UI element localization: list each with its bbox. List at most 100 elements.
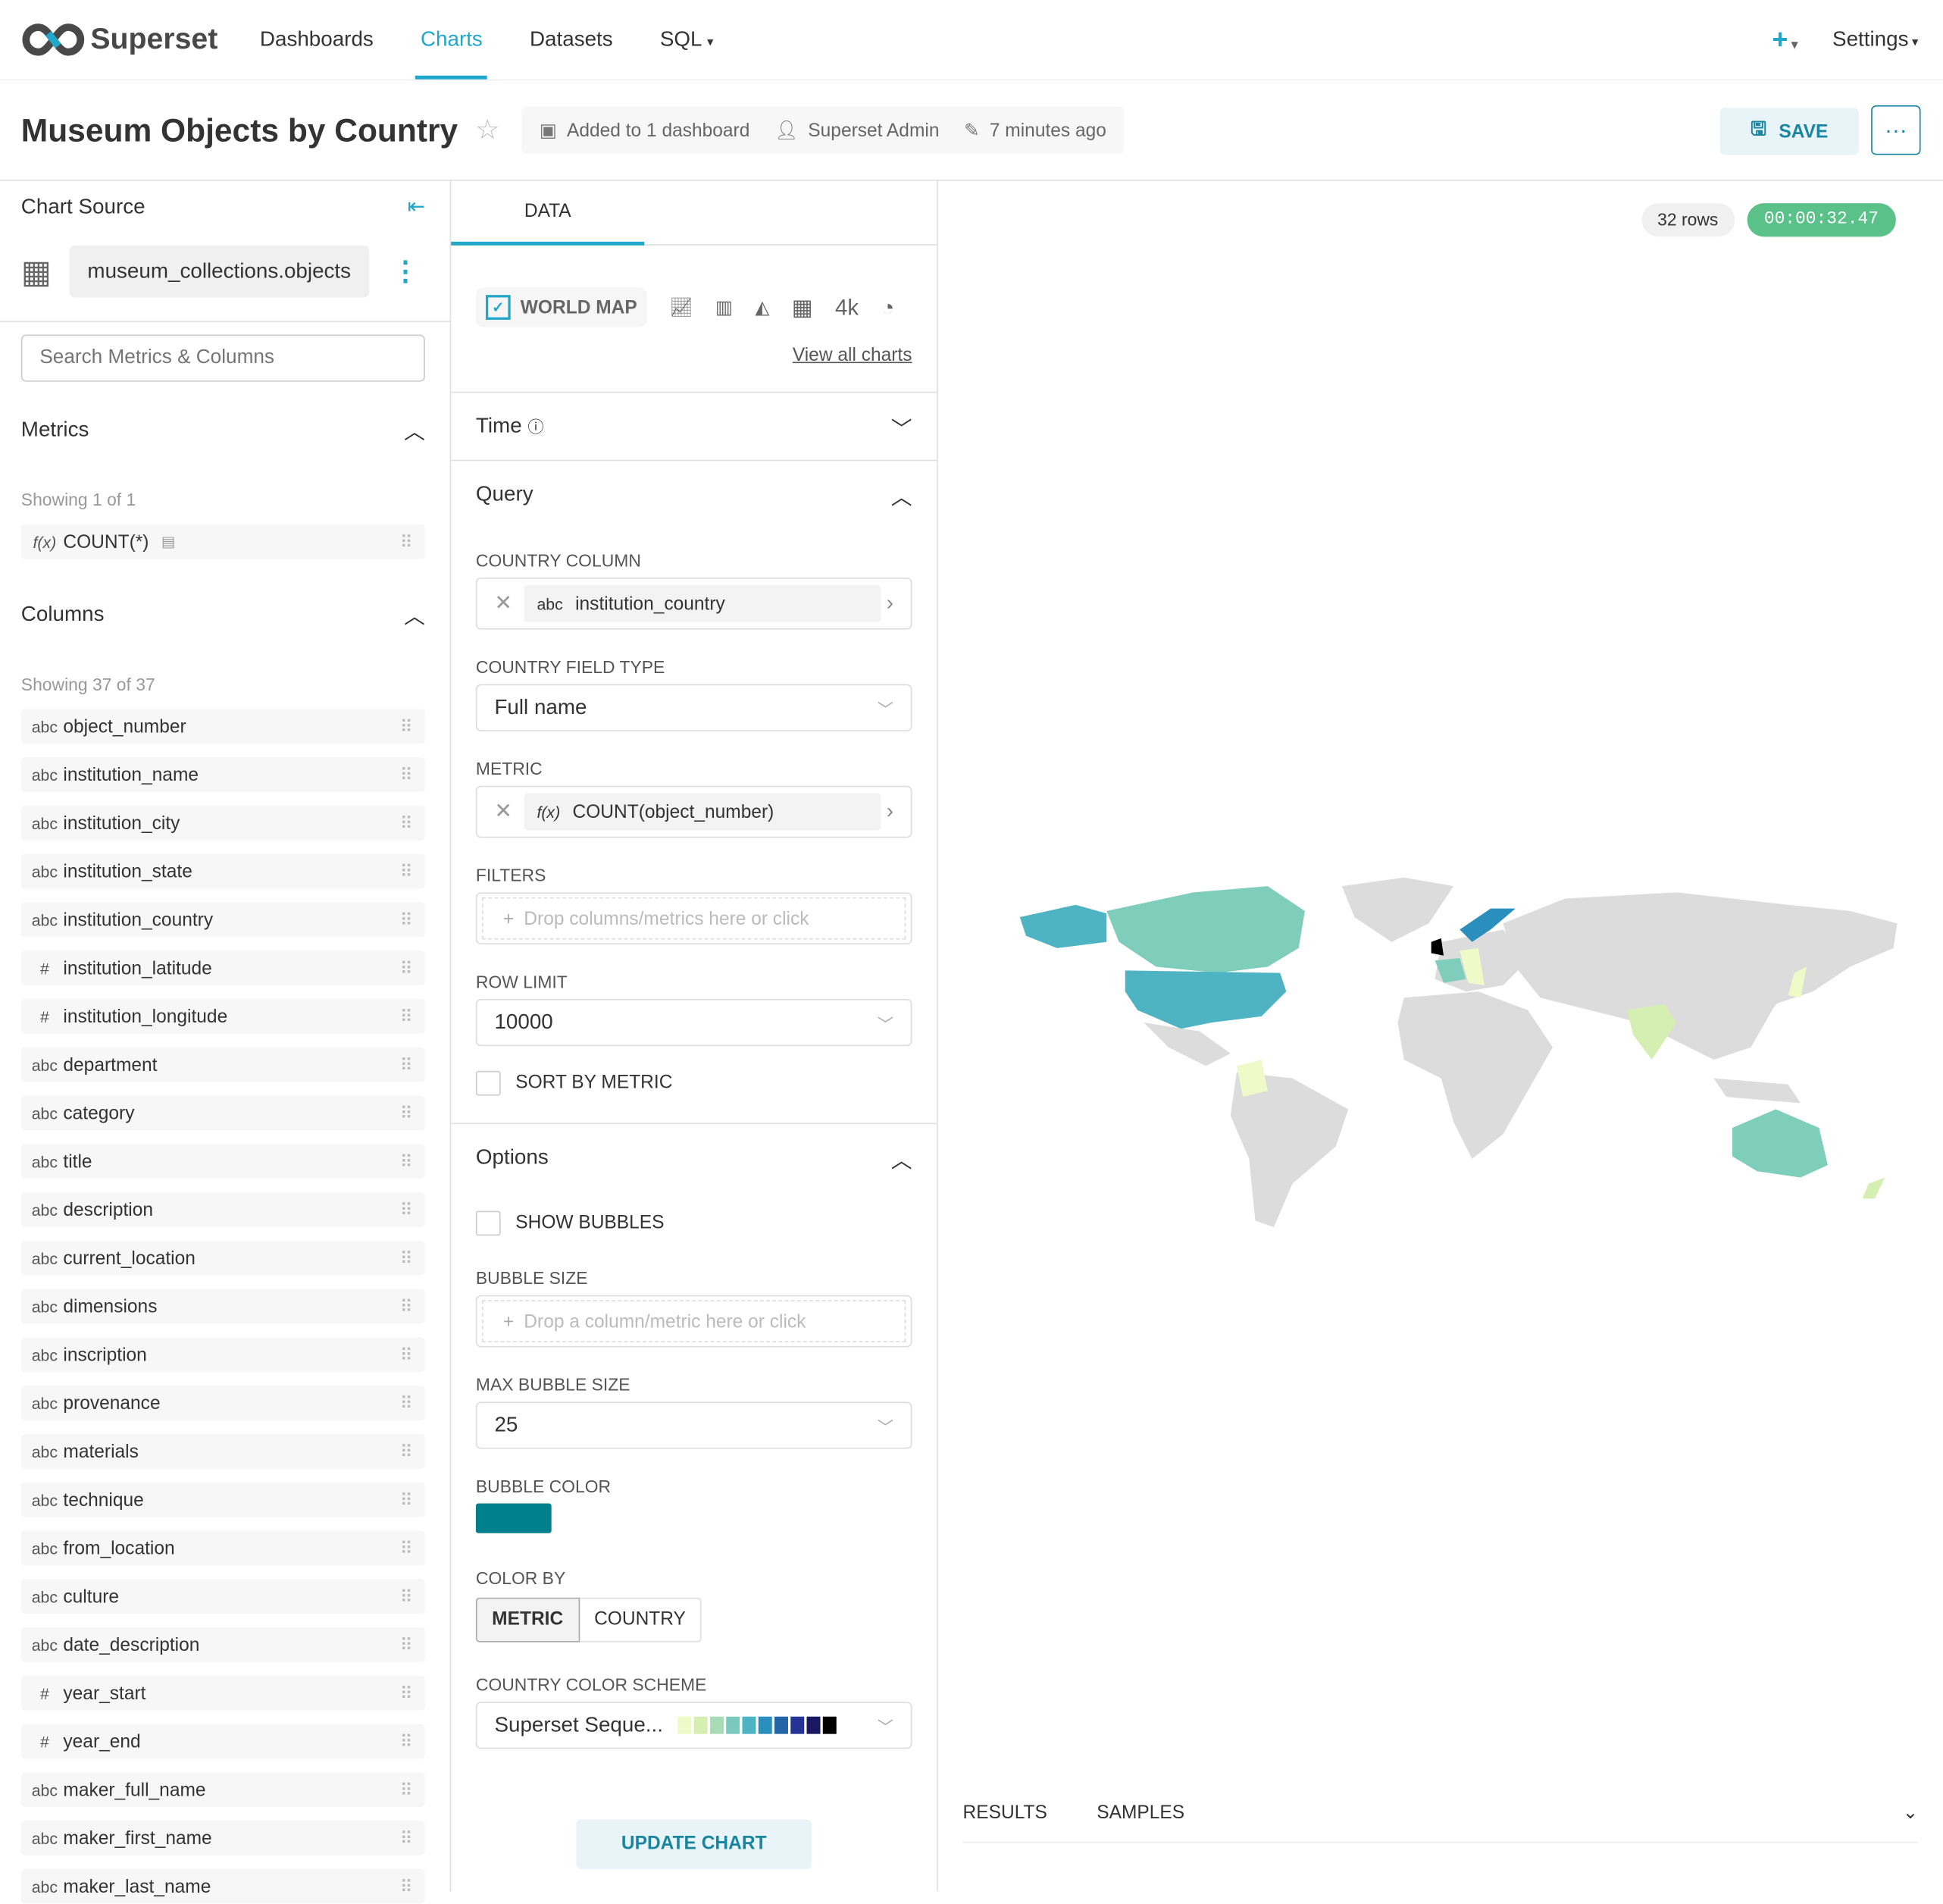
column-item[interactable]: abc object_number ⠿ — [20, 709, 425, 744]
remove-icon[interactable]: ✕ — [494, 799, 512, 823]
column-item[interactable]: abc provenance ⠿ — [20, 1386, 425, 1420]
column-item[interactable]: abc maker_full_name ⠿ — [20, 1772, 425, 1808]
big-number-icon[interactable]: 4k — [835, 294, 859, 320]
column-item[interactable]: abc institution_state ⠿ — [20, 853, 425, 889]
show-bubbles-checkbox[interactable]: SHOW BUBBLES — [475, 1210, 912, 1236]
new-menu[interactable]: + ▾ — [1772, 23, 1798, 56]
metrics-header[interactable]: Metrics ︿ — [0, 414, 450, 445]
column-item[interactable]: abc title ⠿ — [20, 1144, 425, 1179]
collapse-icon[interactable]: ⇤ — [407, 194, 425, 218]
drag-handle-icon[interactable]: ⠿ — [399, 1440, 413, 1461]
drag-handle-icon[interactable]: ⠿ — [399, 1151, 413, 1171]
tab-results[interactable]: RESULTS — [962, 1801, 1047, 1823]
columns-header[interactable]: Columns ︿ — [0, 599, 450, 630]
dataset-menu-icon[interactable]: ⋮ — [392, 255, 420, 287]
viz-type-world-map[interactable]: ✓ WORLD MAP — [475, 287, 647, 327]
drag-handle-icon[interactable]: ⠿ — [399, 909, 413, 929]
drag-handle-icon[interactable]: ⠿ — [399, 764, 413, 784]
update-chart-button[interactable]: UPDATE CHART — [576, 1819, 812, 1869]
metric-field[interactable]: ✕ f(x) COUNT(object_number) › — [475, 785, 912, 838]
search-metrics-columns-input[interactable] — [20, 334, 425, 382]
nav-datasets[interactable]: Datasets — [529, 27, 613, 52]
column-item[interactable]: abc dimensions ⠿ — [20, 1289, 425, 1324]
view-all-charts-link[interactable]: View all charts — [792, 344, 912, 366]
bubble-size-dropzone[interactable]: + Drop a column/metric here or click — [475, 1295, 912, 1348]
column-item[interactable]: # year_start ⠿ — [20, 1675, 425, 1711]
time-section[interactable]: Time ⓘ ﹀ — [451, 393, 937, 462]
drag-handle-icon[interactable]: ⠿ — [399, 716, 413, 736]
drag-handle-icon[interactable]: ⠿ — [399, 1005, 413, 1026]
color-by-country-button[interactable]: COUNTRY — [579, 1597, 702, 1643]
column-item[interactable]: # institution_latitude ⠿ — [20, 950, 425, 985]
drag-handle-icon[interactable]: ⠿ — [399, 1586, 413, 1606]
drag-handle-icon[interactable]: ⠿ — [399, 1537, 413, 1558]
column-item[interactable]: abc culture ⠿ — [20, 1579, 425, 1614]
more-options-button[interactable]: ··· — [1871, 105, 1921, 155]
drag-handle-icon[interactable]: ⠿ — [399, 1392, 413, 1413]
query-section[interactable]: Query ︿ — [451, 461, 937, 528]
column-item[interactable]: abc current_location ⠿ — [20, 1240, 425, 1276]
remove-icon[interactable]: ✕ — [494, 590, 512, 615]
column-item[interactable]: abc technique ⠿ — [20, 1482, 425, 1517]
drag-handle-icon[interactable]: ⠿ — [399, 1827, 413, 1848]
bar-chart-icon[interactable]: ▥ — [715, 297, 734, 319]
metric-item[interactable]: f(x) COUNT(*) ▤ ⠿ — [20, 524, 425, 559]
chevron-down-icon[interactable]: ⌄ — [1902, 1802, 1919, 1824]
column-item[interactable]: # year_end ⠿ — [20, 1724, 425, 1759]
bubble-color-swatch[interactable] — [475, 1503, 552, 1533]
country-column-field[interactable]: ✕ abc institution_country › — [475, 578, 912, 630]
dataset-name[interactable]: museum_collections.objects — [68, 245, 370, 298]
column-item[interactable]: abc date_description ⠿ — [20, 1627, 425, 1662]
drag-handle-icon[interactable]: ⠿ — [399, 1295, 413, 1316]
nav-dashboards[interactable]: Dashboards — [259, 27, 374, 52]
drag-handle-icon[interactable]: ⠿ — [399, 531, 413, 551]
options-section[interactable]: Options ︿ — [451, 1124, 937, 1191]
color-scheme-select[interactable]: Superset Seque... ﹀ — [475, 1702, 912, 1749]
save-button[interactable]: 🖫︎ SAVE — [1719, 108, 1859, 155]
drag-handle-icon[interactable]: ⠿ — [399, 1199, 413, 1220]
nav-sql[interactable]: SQL ▾ — [655, 0, 718, 80]
column-item[interactable]: abc institution_city ⠿ — [20, 805, 425, 841]
column-item[interactable]: abc category ⠿ — [20, 1095, 425, 1131]
column-item[interactable]: abc description ⠿ — [20, 1192, 425, 1227]
settings-menu[interactable]: Settings ▾ — [1832, 27, 1918, 52]
column-item[interactable]: abc maker_last_name ⠿ — [20, 1868, 425, 1904]
column-item[interactable]: abc institution_country ⠿ — [20, 902, 425, 938]
column-item[interactable]: abc materials ⠿ — [20, 1433, 425, 1469]
drag-handle-icon[interactable]: ⠿ — [399, 1344, 413, 1364]
row-limit-select[interactable]: 10000 ﹀ — [475, 998, 912, 1047]
tab-samples[interactable]: SAMPLES — [1097, 1801, 1185, 1823]
drag-handle-icon[interactable]: ⠿ — [399, 860, 413, 881]
column-item[interactable]: abc maker_first_name ⠿ — [20, 1821, 425, 1855]
drag-handle-icon[interactable]: ⠿ — [399, 1102, 413, 1123]
drag-handle-icon[interactable]: ⠿ — [399, 1875, 413, 1896]
column-item[interactable]: abc inscription ⠿ — [20, 1337, 425, 1373]
drag-handle-icon[interactable]: ⠿ — [399, 957, 413, 978]
drag-handle-icon[interactable]: ⠿ — [399, 1779, 413, 1799]
column-item[interactable]: abc institution_name ⠿ — [20, 757, 425, 792]
max-bubble-size-select[interactable]: 25 ﹀ — [475, 1401, 912, 1449]
drag-handle-icon[interactable]: ⠿ — [399, 1634, 413, 1655]
drag-handle-icon[interactable]: ⠿ — [399, 1730, 413, 1751]
column-item[interactable]: abc department ⠿ — [20, 1047, 425, 1082]
area-chart-icon[interactable]: ◭ — [755, 297, 770, 319]
pie-chart-icon[interactable]: ◔ — [881, 294, 895, 320]
drag-handle-icon[interactable]: ⠿ — [399, 1682, 413, 1702]
drag-handle-icon[interactable]: ⠿ — [399, 1247, 413, 1267]
tab-data[interactable]: DATA — [451, 180, 645, 246]
table-chart-icon[interactable]: ▦ — [791, 294, 813, 320]
sort-by-metric-checkbox[interactable]: SORT BY METRIC — [475, 1070, 912, 1096]
nav-charts[interactable]: Charts — [415, 0, 488, 80]
column-item[interactable]: # institution_longitude ⠿ — [20, 998, 425, 1034]
chart-title[interactable]: Museum Objects by Country — [20, 111, 458, 149]
country-field-type-select[interactable]: Full name ﹀ — [475, 684, 912, 731]
line-chart-icon[interactable]: 📈︎ — [669, 297, 693, 319]
color-by-metric-button[interactable]: METRIC — [475, 1597, 580, 1643]
star-icon[interactable]: ☆ — [475, 114, 500, 146]
drag-handle-icon[interactable]: ⠿ — [399, 812, 413, 833]
drag-handle-icon[interactable]: ⠿ — [399, 1489, 413, 1509]
dashboard-meta[interactable]: ▣ Added to 1 dashboard — [540, 119, 750, 142]
column-item[interactable]: abc from_location ⠿ — [20, 1530, 425, 1566]
filters-dropzone[interactable]: + Drop columns/metrics here or click — [475, 892, 912, 945]
drag-handle-icon[interactable]: ⠿ — [399, 1054, 413, 1074]
